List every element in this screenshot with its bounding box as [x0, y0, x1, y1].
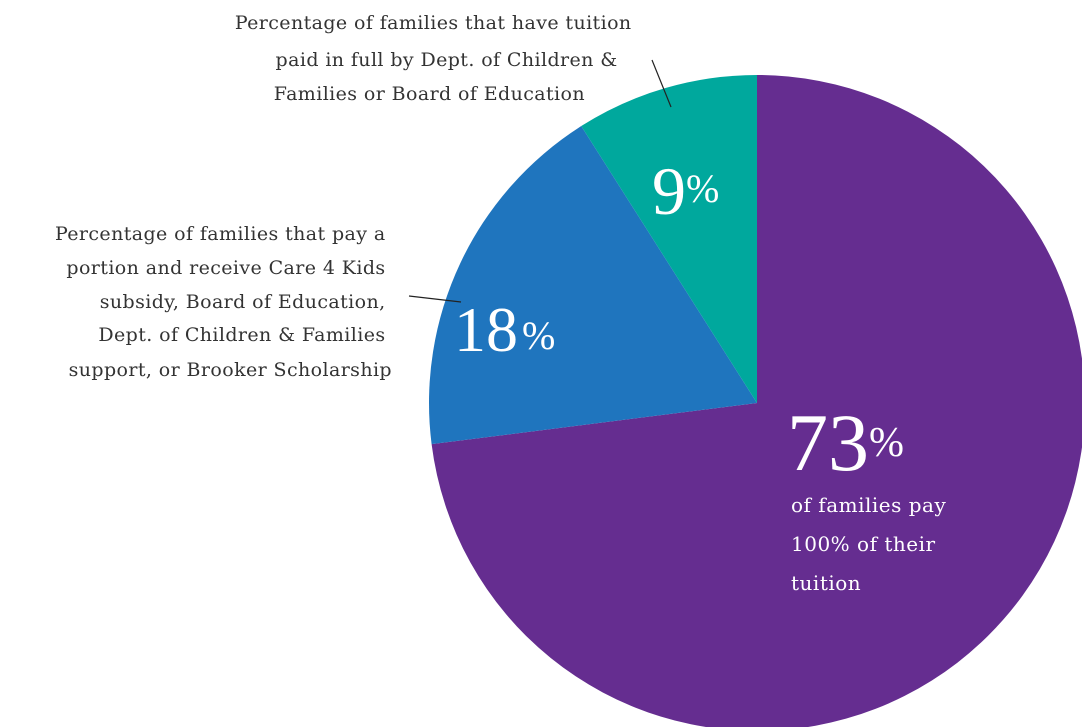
slice-sublabel-73-line-3: tuition [791, 571, 861, 595]
slice-value-9: 9 [652, 153, 686, 229]
annotation-9-line-1: Percentage of families that have tuition [235, 12, 632, 34]
slice-sign-73: % [869, 420, 904, 466]
annotation-9: Percentage of families that have tuition… [235, 12, 638, 105]
slice-sign-9: % [686, 166, 719, 211]
pie-slice-73 [431, 75, 1082, 727]
pie-slice-18 [429, 126, 757, 445]
slice-sublabel-73-line-1: of families pay [791, 493, 946, 517]
slice-label-9: 9% [652, 153, 719, 229]
annotation-18-line-1: Percentage of families that pay a [55, 223, 386, 245]
slice-value-73: 73 [787, 397, 869, 488]
annotation-9-line-2: paid in full by Dept. of Children & [276, 49, 618, 71]
slice-value-18: 18 [454, 294, 518, 365]
slice-sublabel-73-line-2: 100% of their [791, 532, 936, 556]
annotation-9-line-3: Families or Board of Education [274, 83, 585, 105]
annotation-18-line-2: portion and receive Care 4 Kids [66, 257, 385, 279]
pie-slice-9 [581, 75, 757, 403]
slice-label-18: 18% [454, 294, 555, 365]
slice-sublabel-73: of families pay 100% of their tuition [791, 493, 953, 595]
pie-slices [429, 75, 1082, 727]
slice-sign-18: % [522, 313, 555, 358]
slice-label-73: 73% [787, 397, 904, 488]
leader-line-9 [651, 59, 672, 108]
annotation-18-line-3: subsidy, Board of Education, [100, 291, 386, 313]
leader-line-18 [408, 295, 462, 303]
annotation-18-line-4: Dept. of Children & Families [98, 324, 385, 346]
annotation-18-line-5: support, or Brooker Scholarship [69, 359, 392, 381]
annotation-18: Percentage of families that pay a portio… [55, 223, 392, 381]
